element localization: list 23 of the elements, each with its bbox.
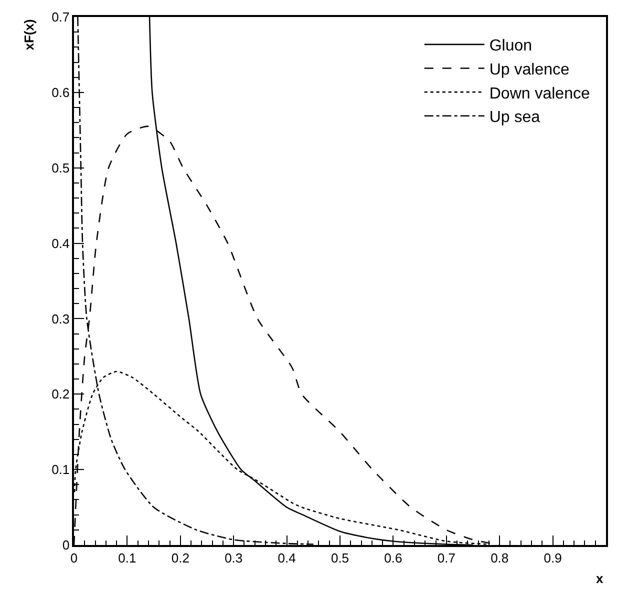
y-tick-label: 0.4 (52, 236, 70, 251)
x-tick-label: 0.7 (437, 550, 456, 566)
legend-label: Up valence (489, 62, 570, 78)
y-tick-label: 0.7 (52, 10, 70, 25)
y-tick-label: 0 (62, 538, 70, 553)
legend-label: Down valence (489, 85, 590, 102)
legend-label: Up sea (489, 109, 540, 126)
x-tick-label: 0.9 (544, 550, 562, 566)
y-tick-label: 0.6 (52, 84, 70, 100)
x-axis-title: x (596, 571, 604, 586)
y-tick-label: 0.5 (52, 160, 70, 176)
x-tick-label: 0.2 (171, 550, 190, 566)
x-tick-label: 0.8 (490, 550, 509, 566)
x-tick-label: 0.4 (278, 550, 296, 566)
y-tick-label: 0.1 (52, 462, 70, 478)
y-tick-label: 0.3 (52, 311, 70, 326)
x-tick-label: 0.5 (330, 550, 350, 566)
x-tick-label: 0.1 (118, 550, 136, 566)
x-tick-label: 0.6 (384, 550, 402, 566)
legend-label: Gluon (489, 38, 532, 55)
y-axis-title: xF(x) (21, 19, 36, 50)
y-tick-label: 0.2 (52, 386, 70, 402)
x-tick-label: 0.3 (224, 550, 243, 566)
